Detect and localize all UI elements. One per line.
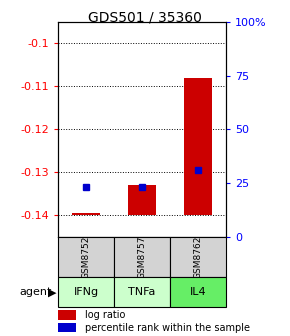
Text: IL4: IL4 [190, 287, 206, 297]
Bar [128, 185, 156, 215]
Bar [58, 277, 114, 307]
Bar [58, 310, 76, 320]
Bar [58, 323, 76, 332]
Bar [58, 237, 114, 277]
Text: GDS501 / 35360: GDS501 / 35360 [88, 10, 202, 24]
Bar [184, 78, 212, 215]
Text: IFNg: IFNg [73, 287, 99, 297]
Text: ▶: ▶ [48, 287, 57, 297]
Bar [170, 277, 226, 307]
Text: GSM8752: GSM8752 [81, 235, 90, 279]
Bar [114, 237, 170, 277]
Text: TNFa: TNFa [128, 287, 156, 297]
Bar [170, 237, 226, 277]
Text: percentile rank within the sample: percentile rank within the sample [85, 323, 250, 333]
Text: GSM8757: GSM8757 [137, 235, 147, 279]
Text: agent: agent [20, 287, 52, 297]
Bar [72, 213, 100, 215]
Text: log ratio: log ratio [85, 310, 126, 320]
Bar [114, 277, 170, 307]
Text: GSM8762: GSM8762 [194, 235, 203, 279]
